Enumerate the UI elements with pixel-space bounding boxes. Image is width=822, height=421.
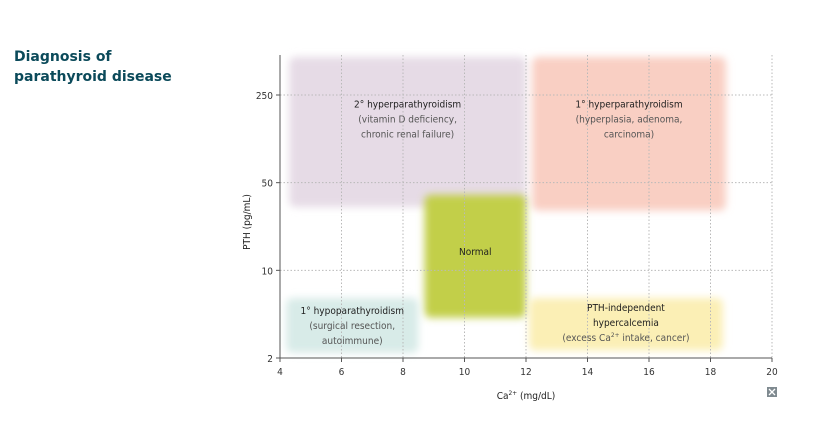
- x-tick-label: 14: [582, 367, 594, 378]
- labels-layer: 2° hyperparathyroidism (vitamin D deficie…: [301, 99, 690, 347]
- region-label-secondary-hyperparathyroidism: 2° hyperparathyroidism: [354, 99, 461, 110]
- region-primary-hyperparathyroidism: [532, 57, 726, 211]
- expand-icon[interactable]: [767, 387, 777, 397]
- y-tick-label: 10: [262, 266, 274, 277]
- page-title-line-1: Diagnosis of: [14, 49, 112, 65]
- region-label-primary-hypoparathyroidism: autoimmune): [322, 336, 383, 347]
- region-label-primary-hypoparathyroidism: 1° hypoparathyroidism: [301, 306, 404, 317]
- x-tick-label: 20: [766, 367, 778, 378]
- x-tick-label: 8: [400, 367, 406, 378]
- y-tick-label: 2: [267, 354, 273, 365]
- region-label-primary-hyperparathyroidism: (hyperplasia, adenoma,: [576, 114, 683, 125]
- x-tick-label: 6: [339, 367, 345, 378]
- region-label-pth-independent-hypercalcemia: hypercalcemia: [593, 318, 659, 329]
- x-tick-label: 12: [520, 367, 531, 378]
- region-primary-hypoparathyroidism: [286, 298, 419, 353]
- region-label-pth-independent-hypercalcemia: PTH-independent: [587, 303, 665, 314]
- region-label-primary-hyperparathyroidism: carcinoma): [604, 129, 654, 140]
- region-label-secondary-hyperparathyroidism: (vitamin D deficiency,: [358, 114, 457, 125]
- y-tick-label: 250: [256, 91, 273, 102]
- regions-layer: [286, 57, 726, 353]
- region-label-secondary-hyperparathyroidism: chronic renal failure): [361, 129, 454, 140]
- axes-layer: 4 6 8 10 12 14 16 18 20 2 10 50 250 Ca2+ (mg/dL) PTH (…: [242, 55, 778, 402]
- grid-layer: [280, 55, 773, 358]
- x-tick-label: 16: [643, 367, 655, 378]
- y-tick-label: 50: [262, 179, 274, 190]
- x-tick-label: 18: [705, 367, 717, 378]
- region-label-primary-hyperparathyroidism: 1° hyperparathyroidism: [575, 99, 682, 110]
- x-tick-label: 4: [277, 367, 283, 378]
- y-axis-label: PTH (pg/mL): [242, 194, 253, 250]
- region-label-pth-independent-hypercalcemia: (excess Ca2+ intake, cancer): [562, 331, 689, 344]
- region-label-primary-hypoparathyroidism: (surgical resection,: [309, 321, 395, 332]
- x-axis-label: Ca2+ (mg/dL): [497, 389, 556, 402]
- region-pth-independent-hypercalcemia: [529, 298, 723, 351]
- region-label-normal: Normal: [459, 247, 492, 258]
- region-secondary-hyperparathyroidism: [289, 57, 526, 207]
- region-normal: [424, 194, 526, 318]
- page-title-line-2: parathyroid disease: [14, 69, 172, 85]
- x-tick-label: 10: [459, 367, 471, 378]
- page-title: Diagnosis of parathyroid disease: [14, 47, 172, 87]
